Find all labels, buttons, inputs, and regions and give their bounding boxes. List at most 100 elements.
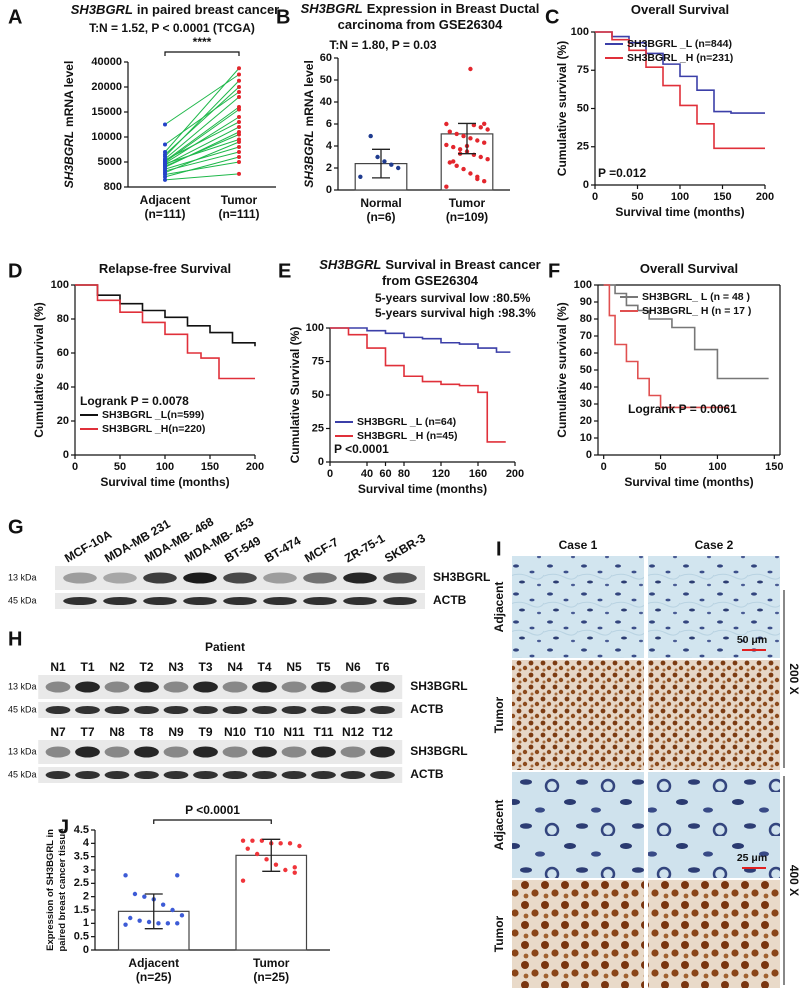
x-category-n: (n=25) — [136, 970, 172, 984]
ihc-image — [512, 556, 644, 658]
lane-label: N1 — [50, 660, 66, 674]
dot — [237, 125, 241, 129]
dot — [237, 155, 241, 159]
dot — [170, 907, 175, 913]
y-label-text: mRNA level — [302, 60, 316, 126]
legend-label: SH3BGRL _L (n=64) — [357, 416, 456, 428]
y-axis-label: Cumulative survival (%) — [555, 302, 569, 437]
magnification-label: 200 X — [787, 663, 800, 694]
x-tick-label: 0 — [327, 468, 333, 480]
x-category-label: Adjacent — [128, 956, 179, 970]
dot — [447, 129, 452, 134]
dot — [237, 90, 241, 94]
dot — [123, 922, 128, 927]
pair-line — [164, 116, 240, 164]
ihc-image — [648, 772, 780, 878]
significance-bracket — [164, 51, 240, 56]
y-label-gene: SH3BGRL — [302, 130, 316, 187]
title-gene: SH3BGRL — [70, 2, 133, 17]
y-tick-label: 80 — [580, 313, 592, 325]
chart-title: Relapse-free Survival — [75, 261, 255, 277]
x-tick-label: 150 — [765, 461, 783, 473]
survival-curve — [330, 327, 511, 353]
dot — [179, 913, 185, 918]
marker-label: 45 kDa — [8, 595, 37, 605]
y-tick-label: 0 — [63, 449, 69, 461]
dot — [175, 921, 180, 926]
dot — [444, 184, 449, 189]
pair-line — [164, 86, 240, 155]
significance-label: P <0.0001 — [185, 803, 240, 817]
blot-band — [303, 572, 337, 584]
blot-band — [63, 572, 97, 584]
row-label: Adjacent — [492, 582, 506, 633]
dot — [454, 131, 459, 137]
y-tick-label: 1 — [83, 917, 89, 929]
dot — [142, 894, 147, 899]
dot — [165, 921, 171, 926]
lane-label: ZR-75-1 — [342, 531, 387, 565]
blot-band — [252, 681, 277, 693]
blot-band — [263, 572, 297, 584]
y-tick-label: 80 — [57, 313, 69, 325]
x-tick-label: 0 — [592, 191, 598, 203]
dot — [475, 176, 480, 182]
blot-band — [104, 771, 130, 779]
blot-band — [311, 771, 336, 779]
blot-band — [163, 706, 189, 714]
column-label: Case 1 — [559, 538, 598, 552]
y-tick-label: 40 — [320, 96, 332, 108]
marker-label: 13 kDa — [8, 572, 37, 582]
dot — [482, 121, 487, 127]
y-tick-label: 10000 — [91, 131, 122, 143]
protein-label: ACTB — [410, 702, 444, 716]
y-tick-label: 0.5 — [74, 931, 89, 943]
blot-band — [75, 706, 100, 714]
dot — [237, 66, 241, 71]
dot — [163, 161, 167, 166]
pair-line — [164, 134, 240, 167]
dot — [454, 163, 459, 168]
survival-curve — [330, 327, 506, 443]
x-tick-label: 150 — [201, 461, 219, 473]
blot-band — [252, 706, 277, 714]
chart-title: SH3BGRL in paired breast cancer — [60, 2, 290, 18]
legend-label: SH3BGRL_ L (n = 48 ) — [642, 291, 750, 303]
x-axis-label: Survival time (months) — [615, 205, 744, 219]
lane-label: T4 — [257, 660, 271, 674]
blot-band — [183, 597, 217, 605]
significance-bracket — [153, 819, 272, 824]
dot — [237, 78, 241, 83]
lane-label: T7 — [80, 725, 94, 739]
marker-label: 45 kDa — [8, 769, 37, 779]
y-axis-label: Cumulative Survival (%) — [288, 327, 302, 464]
dot — [273, 862, 279, 867]
pair-line — [164, 131, 240, 168]
blot-band — [104, 746, 130, 758]
dot — [468, 136, 473, 141]
dot — [245, 846, 250, 851]
lane-label: N9 — [168, 725, 184, 739]
dot — [297, 843, 302, 849]
blot-header: Patient — [205, 640, 245, 654]
lane-label: T9 — [198, 725, 212, 739]
y-tick-label: 0 — [318, 456, 324, 468]
panel-label: C — [545, 6, 559, 28]
x-axis-label: Survival time (months) — [100, 475, 229, 489]
pair-line — [164, 126, 240, 166]
blot-band — [183, 572, 217, 584]
dot — [156, 921, 161, 926]
dot — [478, 154, 483, 160]
annotation: Logrank P = 0.0061 — [628, 402, 737, 416]
x-tick-label: 100 — [708, 461, 726, 473]
y-tick-label: 0 — [583, 179, 589, 191]
panel-label: B — [276, 6, 290, 28]
y-tick-label: 100 — [574, 279, 592, 291]
dot — [163, 177, 167, 182]
title-box: Overall Survival — [631, 2, 729, 17]
annotation: P <0.0001 — [334, 442, 389, 456]
x-category-n: (n=111) — [144, 207, 185, 221]
dot — [163, 168, 167, 173]
marker-label: 13 kDa — [8, 681, 37, 691]
blot-band — [343, 597, 377, 605]
